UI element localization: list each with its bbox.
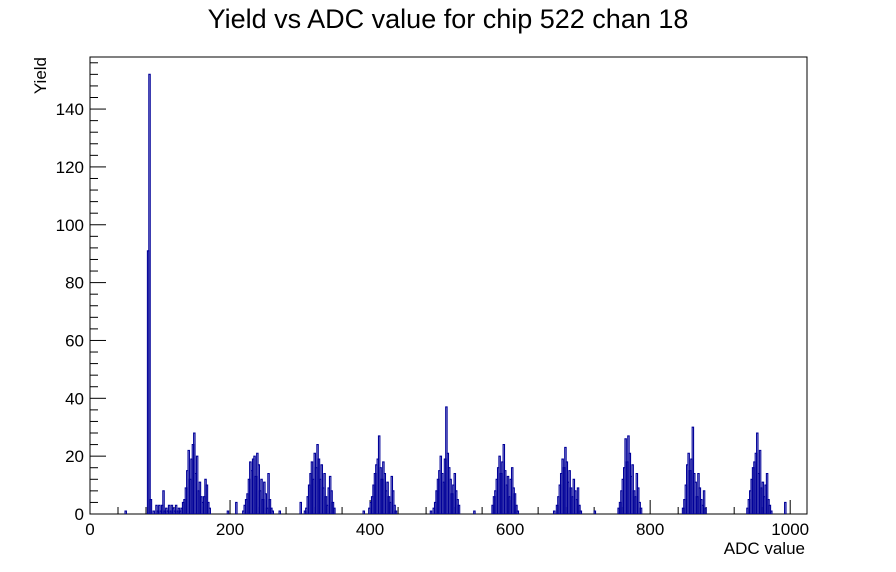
histogram-bin (552, 510, 556, 514)
y-axis-title: Yield (31, 57, 50, 94)
histogram-bin (394, 510, 398, 514)
histogram-bin (205, 484, 209, 514)
chart-title: Yield vs ADC value for chip 522 chan 18 (207, 4, 689, 34)
histogram-bin (702, 490, 706, 514)
histogram-bin (429, 510, 433, 514)
y-tick-label: 140 (56, 100, 84, 119)
y-tick-label: 120 (56, 158, 84, 177)
histogram-bin (149, 498, 153, 514)
histogram-bin (299, 501, 303, 514)
histogram-bin (155, 504, 158, 514)
histogram-bin (152, 510, 155, 514)
y-tick-label: 0 (75, 505, 84, 524)
histogram-bin (765, 472, 769, 514)
histogram-bin (278, 510, 282, 514)
histogram-bin (784, 501, 787, 514)
histogram-bin (758, 449, 762, 514)
histogram-bin (260, 478, 263, 514)
histogram-bin (770, 510, 773, 514)
x-tick-label: 1000 (771, 520, 809, 539)
y-tick-label: 80 (65, 274, 84, 293)
y-tick-label: 20 (65, 447, 84, 466)
histogram-bin (513, 493, 517, 514)
histogram-bin (174, 504, 178, 514)
histogram-bin (768, 504, 772, 514)
y-tick-label: 60 (65, 331, 84, 350)
histogram-bin (323, 472, 326, 514)
histogram-bin (516, 510, 520, 514)
histogram-bin (264, 493, 267, 514)
y-tick-label: 40 (65, 389, 84, 408)
x-tick-label: 800 (636, 520, 664, 539)
histogram-bin (271, 510, 275, 514)
histogram-bin (637, 487, 640, 514)
histogram-bin (691, 426, 695, 514)
x-tick-label: 400 (356, 520, 384, 539)
histogram-bin (158, 504, 161, 514)
histogram-bin (457, 504, 461, 514)
histogram-bin (268, 498, 272, 514)
x-axis: 0 200 400 600 800 1000 (85, 500, 809, 539)
y-tick-label: 100 (56, 216, 84, 235)
x-tick-label: 600 (496, 520, 524, 539)
histogram-bin (333, 507, 336, 514)
histogram-bin (195, 455, 199, 514)
histogram-bin (515, 504, 518, 514)
histogram-bins (124, 73, 787, 514)
histogram-bin (226, 510, 230, 514)
histogram-bin (576, 487, 580, 514)
histogram-bin (393, 504, 396, 514)
histogram-bin (267, 472, 270, 514)
histogram-bin (579, 510, 583, 514)
histogram-bin (631, 464, 634, 514)
histogram-bin (704, 507, 707, 514)
histogram-bin (124, 510, 127, 514)
histogram-bin (257, 464, 260, 514)
plot-frame (89, 56, 808, 515)
x-tick-label: 200 (216, 520, 244, 539)
histogram-bin (235, 501, 238, 514)
histogram-bin (362, 510, 366, 514)
histogram-bin (391, 490, 395, 514)
x-axis-title: ADC value (724, 539, 805, 558)
histogram-bin (208, 507, 211, 514)
histogram-bin (148, 73, 151, 514)
x-tick-label: 0 (85, 520, 94, 539)
histogram-bin (639, 507, 643, 514)
histogram-bin (473, 510, 476, 514)
y-axis: 0 20 40 60 80 100 120 140 (56, 62, 106, 524)
histogram-bin (506, 475, 510, 514)
histogram-bin (167, 504, 171, 514)
histogram-bin (162, 490, 165, 514)
histogram-bin (593, 510, 597, 514)
histogram-bin (578, 504, 581, 514)
